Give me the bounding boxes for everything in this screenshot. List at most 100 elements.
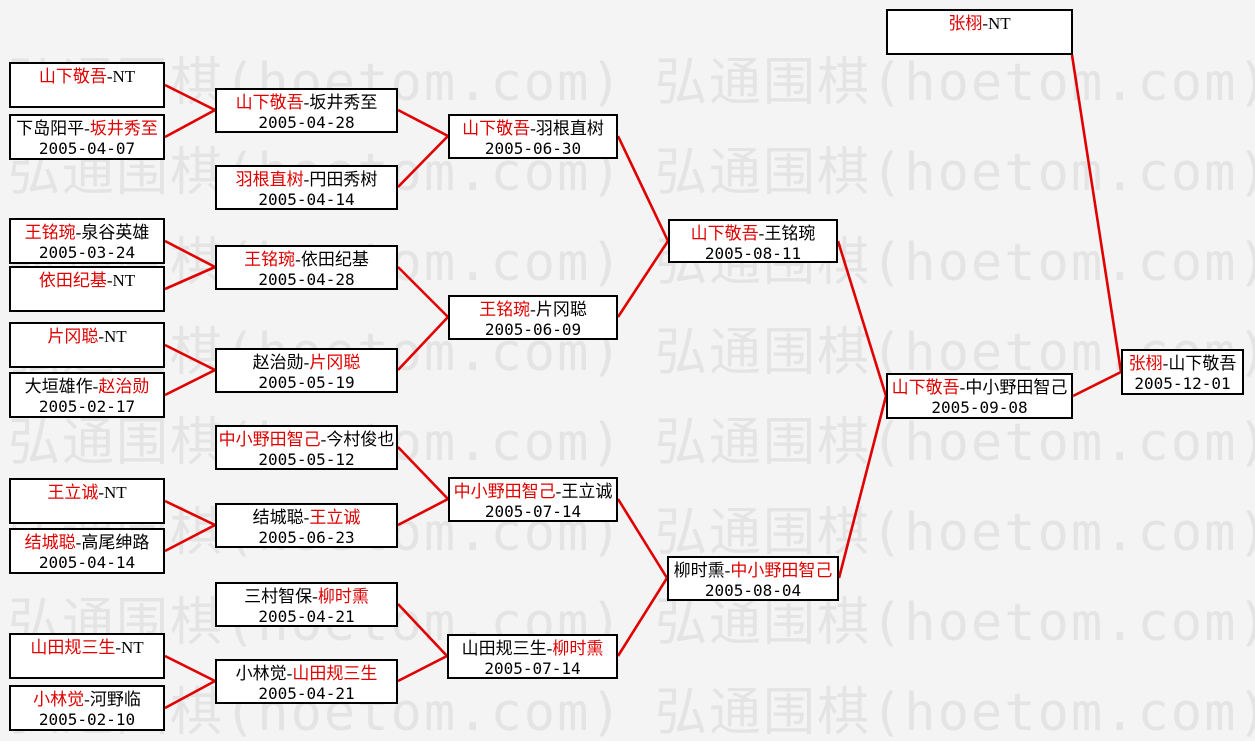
match-players: 山下敬吾-NT xyxy=(11,64,163,87)
player-1: 小林觉 xyxy=(235,664,287,683)
match-date: 2005-07-14 xyxy=(484,502,582,521)
player-2: 王立诚 xyxy=(309,508,361,527)
match-players: 山田规三生-柳时熏 xyxy=(449,636,616,659)
match-date: 2005-04-28 xyxy=(258,270,355,289)
match-date: 2005-04-21 xyxy=(258,607,355,626)
player-1: 山田规三生 xyxy=(30,638,116,657)
match-box-E2: 山下敬吾-中小野田智己 2005-09-08 xyxy=(886,373,1073,419)
player-separator: - xyxy=(303,170,310,189)
player-1: 赵治勋 xyxy=(252,353,304,372)
player-2: 高尾绅路 xyxy=(81,533,150,552)
bracket-connector xyxy=(164,239,216,269)
bracket-connector xyxy=(397,135,449,188)
match-players: 王铭琬-依田纪基 xyxy=(217,247,396,270)
bracket-connector xyxy=(164,654,216,683)
player-separator: - xyxy=(303,93,310,112)
match-players: 中小野田智己-今村俊也 xyxy=(217,427,396,450)
match-players: 羽根直树-円田秀树 xyxy=(217,167,396,190)
match-box-B6: 结城聪-王立诚 2005-06-23 xyxy=(215,503,398,548)
player-separator: - xyxy=(530,119,536,138)
player-1: 山下敬吾 xyxy=(690,224,759,243)
player-2: NT xyxy=(104,483,127,502)
bracket-connector xyxy=(164,499,216,527)
watermark-text: 弘通围棋(hoetom.com) xyxy=(655,593,1255,653)
bracket-connector xyxy=(397,446,449,500)
match-box-B3: 王铭琬-依田纪基 2005-04-28 xyxy=(215,245,398,290)
match-players: 山田规三生-NT xyxy=(11,635,163,658)
match-box-A1: 山下敬吾-NT xyxy=(9,62,165,108)
bracket-connector xyxy=(397,603,448,657)
player-1: 张栩 xyxy=(1128,354,1163,373)
player-2: 柳时熏 xyxy=(317,587,369,606)
bracket-connector xyxy=(616,577,669,657)
player-2: NT xyxy=(104,327,127,346)
bracket-connector xyxy=(164,108,216,139)
player-2: 泉谷英雄 xyxy=(81,223,150,242)
player-separator: - xyxy=(530,300,536,319)
player-1: 大垣雄作 xyxy=(24,377,93,396)
bracket-connector xyxy=(397,497,449,527)
player-1: 结城聪 xyxy=(24,533,76,552)
player-separator: - xyxy=(320,430,327,449)
player-2: 河野临 xyxy=(89,690,141,709)
player-2: NT xyxy=(112,271,136,290)
player-1: 片冈聪 xyxy=(47,327,99,346)
match-players: 小林觉-山田规三生 xyxy=(217,661,396,684)
match-players: 王铭琬-片冈聪 xyxy=(450,297,616,320)
match-box-B7: 三村智保-柳时熏 2005-04-21 xyxy=(215,582,398,627)
player-2: 片冈聪 xyxy=(535,300,587,319)
player-2: 坂井秀至 xyxy=(89,119,158,138)
match-players: 下岛阳平-坂井秀至 xyxy=(11,116,163,139)
match-box-F1: 张栩-山下敬吾 2005-12-01 xyxy=(1121,349,1244,395)
player-separator: - xyxy=(75,223,82,242)
player-2: NT xyxy=(988,14,1011,33)
player-separator: - xyxy=(555,482,562,501)
player-1: 三村智保 xyxy=(244,587,313,606)
player-1: 山下敬吾 xyxy=(235,93,304,112)
player-separator: - xyxy=(106,271,113,290)
match-players: 山下敬吾-坂井秀至 xyxy=(217,90,396,113)
match-date: 2005-04-21 xyxy=(258,684,355,703)
player-separator: - xyxy=(115,638,121,657)
player-separator: - xyxy=(303,353,310,372)
player-separator: - xyxy=(295,250,301,269)
match-date: 2005-03-24 xyxy=(38,243,136,262)
match-box-B5: 中小野田智己-今村俊也 2005-05-12 xyxy=(215,425,398,470)
match-box-B4: 赵治勋-片冈聪 2005-05-19 xyxy=(215,348,398,393)
match-box-C2: 王铭琬-片冈聪 2005-06-09 xyxy=(448,295,618,340)
player-2: 今村俊也 xyxy=(326,430,395,449)
match-players: 王立诚-NT xyxy=(11,480,163,503)
player-2: 赵治勋 xyxy=(98,377,150,396)
player-2: 円田秀树 xyxy=(309,170,378,189)
watermark-text: 弘通围棋(hoetom.com) xyxy=(655,143,1255,203)
player-2: 片冈聪 xyxy=(309,353,361,372)
match-box-A9: 山田规三生-NT xyxy=(9,633,165,679)
match-players: 赵治勋-片冈聪 xyxy=(217,350,396,373)
player-1: 王立诚 xyxy=(47,483,99,502)
player-2: 中小野田智己 xyxy=(730,561,833,580)
player-1: 羽根直树 xyxy=(235,170,304,189)
bracket-connector xyxy=(616,135,670,242)
bracket-connector xyxy=(164,679,216,710)
match-box-C1: 山下敬吾-羽根直树 2005-06-30 xyxy=(448,114,618,159)
player-separator: - xyxy=(312,587,318,606)
player-2: 依田纪基 xyxy=(300,250,369,269)
player-1: 下岛阳平 xyxy=(16,119,85,138)
match-box-A3: 王铭琬-泉谷英雄 2005-03-24 xyxy=(9,218,165,264)
player-1: 山田规三生 xyxy=(461,639,547,658)
player-separator: - xyxy=(1162,354,1169,373)
bracket-connector xyxy=(164,523,216,553)
player-separator: - xyxy=(758,224,765,243)
match-box-E1: 张栩-NT xyxy=(886,9,1073,55)
bracket-connector xyxy=(616,498,669,579)
match-date: 2005-02-10 xyxy=(38,710,136,729)
player-separator: - xyxy=(959,378,966,397)
bracket-connector xyxy=(397,654,448,683)
match-date: 2005-08-11 xyxy=(704,244,802,263)
match-date: 2005-07-14 xyxy=(484,659,581,678)
player-1: 山下敬吾 xyxy=(38,67,107,86)
player-2: 中小野田智己 xyxy=(965,378,1068,397)
